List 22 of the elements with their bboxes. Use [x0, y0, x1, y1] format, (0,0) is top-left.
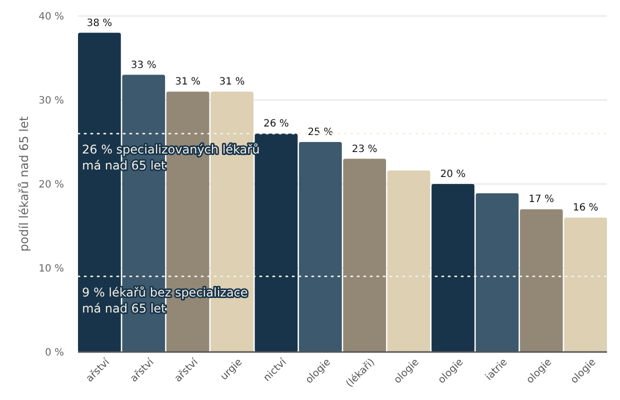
y-tick-label: 40 %: [38, 12, 64, 22]
y-tick-label: 30 %: [38, 96, 64, 106]
bar: [298, 142, 342, 352]
y-tick-label: 20 %: [38, 180, 64, 190]
data-label: 38 %: [86, 18, 112, 29]
data-label: 31 %: [219, 76, 245, 88]
data-label: 31 %: [175, 76, 201, 88]
bar: [564, 218, 607, 352]
bar: [520, 209, 563, 352]
bar: [387, 170, 430, 352]
bar: [476, 193, 519, 352]
data-label: 16 %: [572, 202, 598, 214]
bar: [432, 184, 474, 352]
bar: [343, 158, 386, 352]
data-label: 23 %: [352, 144, 378, 155]
y-tick-label: 10 %: [38, 264, 64, 274]
y-axis-title: podíl lékařů nad 65 let: [17, 116, 31, 252]
data-label: 17 %: [528, 194, 554, 206]
data-label: 33 %: [130, 60, 156, 71]
y-tick-label: 0 %: [44, 348, 64, 358]
data-label: 20 %: [440, 169, 466, 180]
data-label: 26 %: [264, 118, 289, 130]
